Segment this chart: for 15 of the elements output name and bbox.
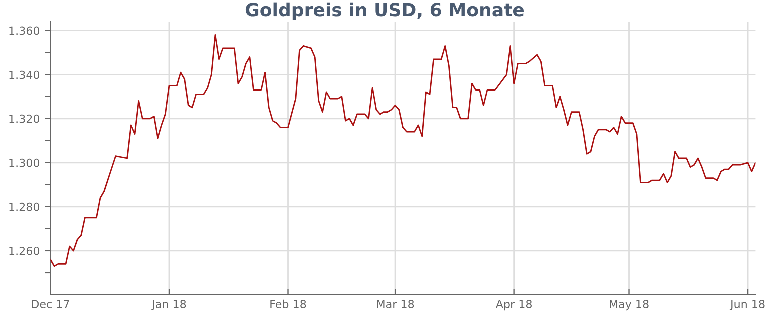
y-tick-label: 1.300 [10, 158, 40, 168]
y-tick-label: 1.360 [10, 26, 40, 36]
x-tick-label: Apr 18 [496, 300, 532, 311]
x-tick-label: Feb 18 [270, 300, 306, 308]
x-tick-label: Dec 17 [32, 300, 70, 308]
line-series [50, 34, 756, 268]
x-tick-label: Jun 18 [730, 300, 765, 311]
y-tick-label: 1.320 [10, 114, 40, 124]
x-tick-label: Mar 18 [377, 300, 414, 308]
y-tick-label: 1.280 [10, 202, 40, 212]
chart-title: Goldpreis in USD, 6 Monate [246, 2, 524, 20]
y-tick-label: 1.260 [10, 246, 40, 256]
x-tick-label: May 18 [610, 300, 649, 311]
x-tick-label: Jan 18 [152, 300, 186, 311]
y-tick-label: 1.340 [10, 70, 40, 80]
